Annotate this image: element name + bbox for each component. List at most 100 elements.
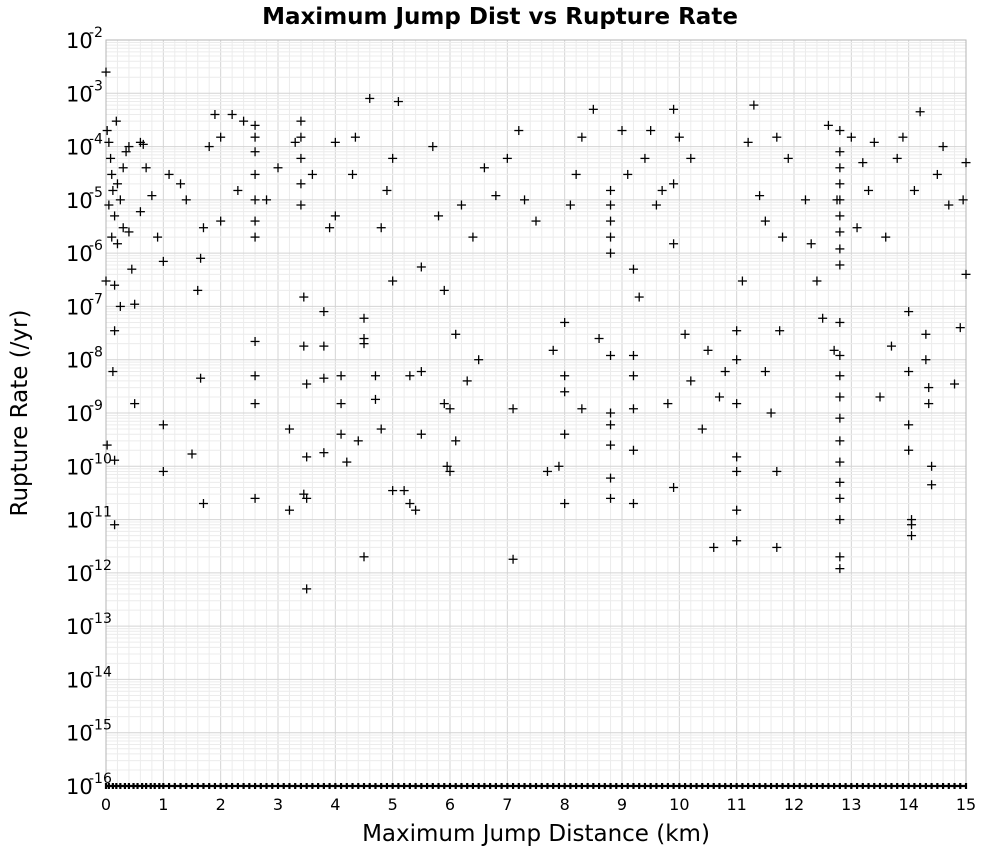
data-point (104, 200, 114, 210)
data-point (158, 256, 168, 266)
data-point (835, 392, 845, 402)
data-point (416, 262, 426, 272)
data-point (812, 276, 822, 286)
data-point (835, 564, 845, 574)
y-tick-base: 10 (66, 562, 93, 586)
data-point (399, 486, 409, 496)
data-point (835, 126, 845, 136)
data-point (376, 223, 386, 233)
data-point (302, 584, 312, 594)
data-point (606, 200, 616, 210)
x-tick-label: 9 (617, 795, 627, 814)
data-point (554, 461, 564, 471)
data-point (835, 147, 845, 157)
data-point (560, 429, 570, 439)
data-point (382, 185, 392, 195)
data-point (393, 97, 403, 107)
data-point (302, 493, 312, 503)
data-point (250, 371, 260, 381)
data-point (158, 466, 168, 476)
data-point (651, 200, 661, 210)
data-point (835, 413, 845, 423)
data-point (904, 420, 914, 430)
data-point (617, 126, 627, 136)
data-point (760, 367, 770, 377)
y-tick-label: 10-8 (66, 345, 103, 373)
data-point (904, 307, 914, 317)
data-point (365, 93, 375, 103)
data-point (135, 207, 145, 217)
x-axis-title: Maximum Jump Distance (km) (362, 821, 710, 847)
data-point (932, 169, 942, 179)
y-tick-label: 10-10 (66, 451, 112, 479)
y-tick-base: 10 (66, 295, 93, 319)
data-point (101, 276, 111, 286)
y-tick-base: 10 (66, 29, 93, 53)
y-tick-base: 10 (66, 615, 93, 639)
data-point (439, 285, 449, 295)
data-point (508, 404, 518, 414)
data-point (411, 505, 421, 515)
data-point (336, 399, 346, 409)
data-point (445, 466, 455, 476)
data-point (250, 147, 260, 157)
data-point (353, 436, 363, 446)
data-point (118, 163, 128, 173)
data-point (262, 195, 272, 205)
data-point (319, 373, 329, 383)
data-point (669, 179, 679, 189)
data-point (778, 232, 788, 242)
data-point (858, 158, 868, 168)
data-point (456, 200, 466, 210)
data-point (434, 211, 444, 221)
data-point (938, 142, 948, 152)
y-tick-base: 10 (66, 402, 93, 426)
data-point (130, 299, 140, 309)
data-point (835, 493, 845, 503)
data-point (881, 232, 891, 242)
data-point (560, 499, 570, 509)
data-point (115, 301, 125, 311)
data-point (348, 169, 358, 179)
data-point (720, 367, 730, 377)
data-point (823, 120, 833, 130)
data-point (330, 137, 340, 147)
x-tick-label: 12 (784, 795, 804, 814)
data-point (907, 520, 917, 530)
y-axis-title: Rupture Rate (/yr) (7, 310, 33, 517)
data-point (153, 232, 163, 242)
data-point (944, 200, 954, 210)
y-tick-exponent: -7 (89, 291, 103, 307)
data-point (835, 195, 845, 205)
data-point (669, 239, 679, 249)
y-tick-base: 10 (66, 775, 93, 799)
y-tick-exponent: -14 (89, 664, 112, 680)
data-point (835, 163, 845, 173)
data-point (299, 341, 309, 351)
data-point (359, 552, 369, 562)
y-tick-exponent: -3 (89, 78, 103, 94)
data-point (961, 269, 971, 279)
data-point (296, 116, 306, 126)
data-point (852, 223, 862, 233)
data-point (176, 179, 186, 189)
data-point (198, 499, 208, 509)
y-tick-exponent: -4 (89, 132, 103, 148)
data-point (835, 244, 845, 254)
data-point (669, 104, 679, 114)
y-tick-base: 10 (66, 82, 93, 106)
data-point (216, 216, 226, 226)
data-point (336, 371, 346, 381)
x-tick-label: 15 (956, 795, 976, 814)
data-point (370, 394, 380, 404)
data-point (577, 404, 587, 414)
data-point (290, 137, 300, 147)
x-tick-label: 0 (101, 795, 111, 814)
data-point (479, 163, 489, 173)
y-tick-exponent: -12 (89, 558, 112, 574)
data-point (319, 341, 329, 351)
data-point (628, 350, 638, 360)
y-tick-label: 10-12 (66, 558, 112, 586)
y-tick-exponent: -6 (89, 238, 103, 254)
y-tick-label: 10-13 (66, 611, 112, 639)
